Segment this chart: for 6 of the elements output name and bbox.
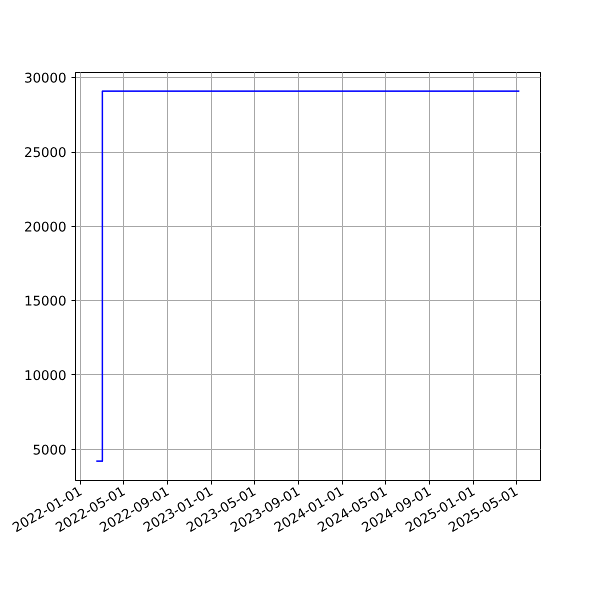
y-tick-label: 15000 — [24, 294, 67, 310]
y-tick-label: 20000 — [24, 220, 67, 236]
y-tick-label: 5000 — [32, 443, 67, 458]
y-tick-label: 25000 — [24, 146, 67, 162]
y-tick-label: 10000 — [24, 368, 67, 384]
y-tick-label: 30000 — [24, 72, 67, 87]
